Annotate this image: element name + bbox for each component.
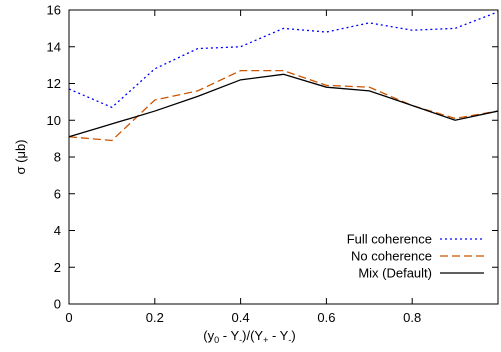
y-tick-label: 8 <box>54 150 61 165</box>
y-tick-label: 10 <box>47 113 61 128</box>
y-tick-label: 4 <box>54 223 61 238</box>
series-line-mix-default <box>68 73 499 138</box>
legend-label-no-coherence: No coherence <box>351 249 432 264</box>
x-axis-label-sub: - <box>239 335 242 345</box>
x-axis-label-sub: 0 <box>214 335 219 345</box>
x-axis-label-part: (y <box>203 328 214 343</box>
y-tick-label: 14 <box>47 39 61 54</box>
y-tick-label: 0 <box>54 297 61 312</box>
x-tick-label: 0.2 <box>146 310 164 325</box>
x-axis-label-sub: + <box>263 335 268 345</box>
plot-frame <box>68 9 499 305</box>
x-axis-label-part: - Y <box>268 328 288 343</box>
x-tick-label: 0.8 <box>403 310 421 325</box>
x-axis-label-sub: - <box>288 335 291 345</box>
series-layer <box>68 11 499 142</box>
x-axis-label-part: )/(Y <box>242 328 263 343</box>
legend-label-full-coherence: Full coherence <box>347 232 432 247</box>
x-tick-label: 0.4 <box>232 310 250 325</box>
y-tick-label: 12 <box>47 76 61 91</box>
legend: Full coherence No coherence Mix (Default) <box>347 232 484 281</box>
y-axis-label: σ (μb) <box>13 139 28 174</box>
x-axis-label-part: - Y <box>219 328 239 343</box>
series-line-no-coherence <box>68 69 499 142</box>
x-tick-label: 0 <box>65 310 72 325</box>
x-axis-label-part: ) <box>291 328 295 343</box>
y-tick-label: 6 <box>54 186 61 201</box>
series-line-full-coherence <box>68 11 499 109</box>
x-tick-label: 0.6 <box>317 310 335 325</box>
y-tick-label: 16 <box>47 3 61 18</box>
legend-label-mix-default: Mix (Default) <box>358 266 432 281</box>
x-axis-label: (y0 - Y-)/(Y+ - Y-) <box>203 328 295 345</box>
y-tick-label: 2 <box>54 260 61 275</box>
ticks-layer: 0 0.2 0.4 0.6 0.8 0 2 4 6 8 10 12 14 16 <box>47 3 498 325</box>
